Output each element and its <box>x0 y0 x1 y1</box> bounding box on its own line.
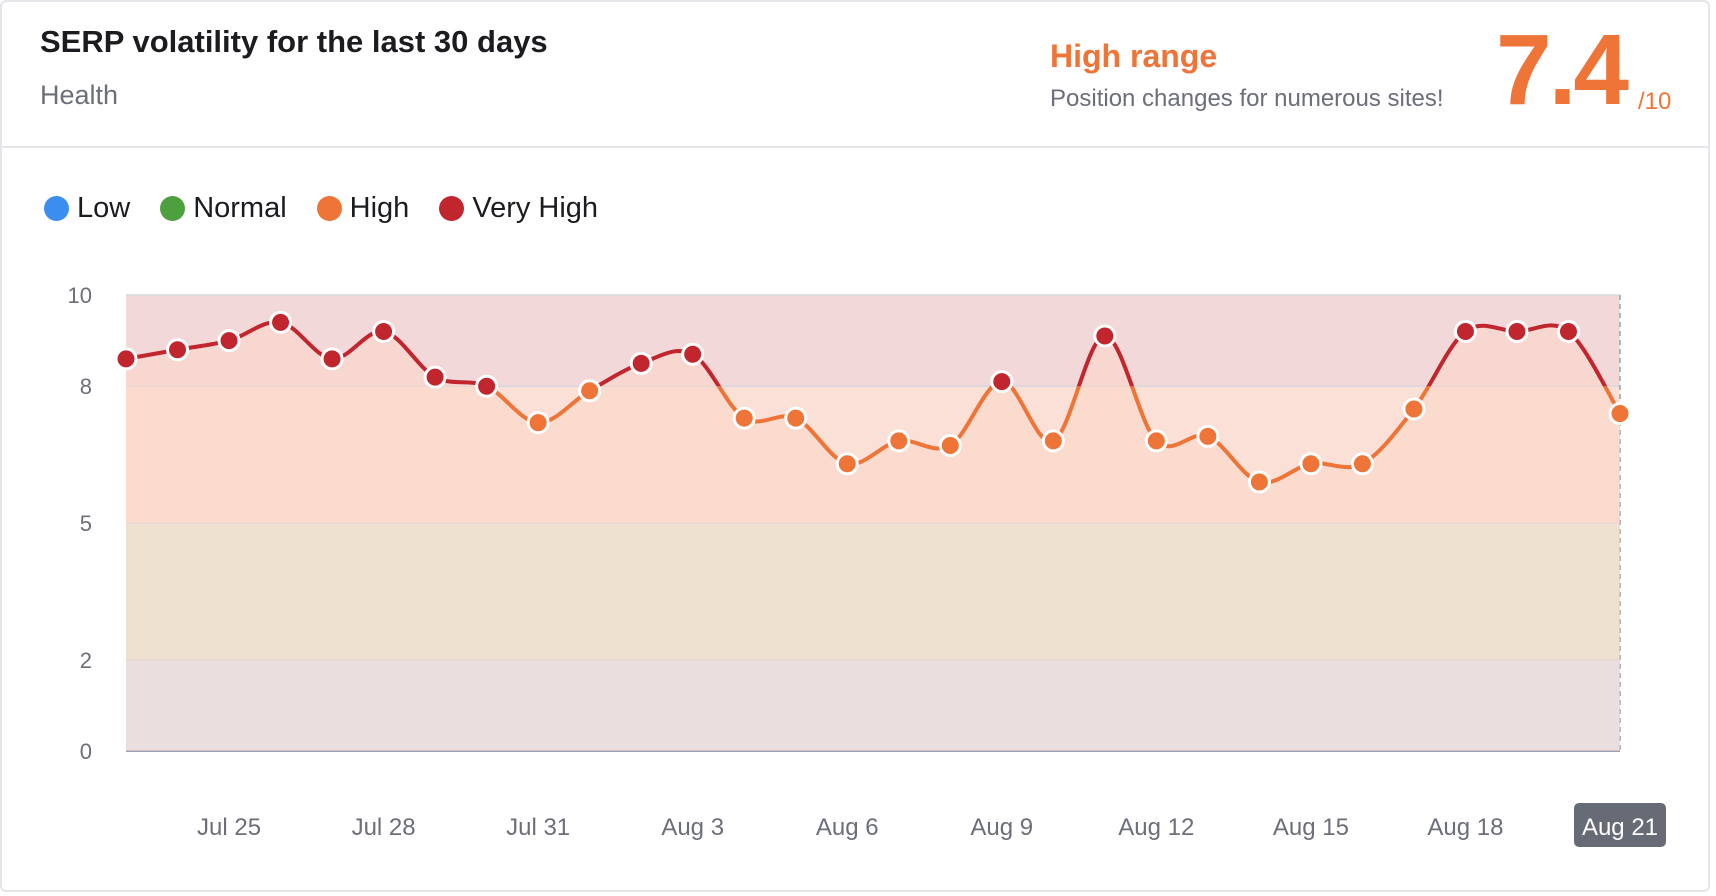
legend-item-low[interactable]: Low <box>44 192 130 225</box>
data-point <box>578 379 602 403</box>
y-tick-label: 10 <box>68 283 92 308</box>
volatility-score: 7.4 <box>1496 14 1629 126</box>
score-max: /10 <box>1638 88 1672 115</box>
x-tick-label: Aug 9 <box>970 814 1033 841</box>
data-point <box>1505 319 1529 343</box>
legend-item-normal[interactable]: Normal <box>160 192 287 225</box>
volatility-chart: 0 2 5 8 10 Jul 25 Jul 28 Jul 31 Aug 3 Aug 6 Aug 9 A… <box>68 283 1666 847</box>
legend-dot-very-high <box>439 196 465 221</box>
x-tick-label: Aug 6 <box>816 814 879 841</box>
legend-dot-normal <box>160 196 186 221</box>
y-tick-label: 2 <box>80 648 92 673</box>
data-point <box>1350 452 1374 476</box>
data-point <box>1196 424 1220 448</box>
x-tick-label: Aug 15 <box>1273 814 1349 841</box>
x-tick-label-active: Aug 21 <box>1582 814 1658 841</box>
y-tick-label: 8 <box>80 374 92 399</box>
data-point <box>1556 319 1580 343</box>
x-tick-label: Aug 12 <box>1118 814 1194 841</box>
category-label: Health <box>40 80 119 110</box>
x-tick-label: Jul 31 <box>506 814 570 841</box>
x-tick-label: Jul 28 <box>352 814 416 841</box>
data-point <box>114 347 138 371</box>
data-point <box>1041 429 1065 453</box>
data-point <box>938 433 962 457</box>
x-tick-label: Aug 18 <box>1427 814 1503 841</box>
data-point <box>1608 402 1632 426</box>
data-point <box>217 329 241 353</box>
area-fill <box>126 321 1620 751</box>
data-point <box>372 319 396 343</box>
range-title: High range <box>1050 38 1218 74</box>
legend-item-high[interactable]: High <box>316 192 410 225</box>
y-tick-label: 0 <box>80 739 92 764</box>
legend-label-very-high: Very High <box>472 192 599 224</box>
data-point <box>320 347 344 371</box>
data-point <box>1093 324 1117 348</box>
legend-label-high: High <box>349 192 410 224</box>
data-point <box>732 406 756 430</box>
legend-label-normal: Normal <box>193 192 287 224</box>
legend-label-low: Low <box>77 192 131 224</box>
data-point <box>269 310 293 334</box>
legend-dot-low <box>44 196 69 221</box>
data-point <box>629 351 653 375</box>
chart-legend: Low Normal High Very High <box>44 192 598 225</box>
data-point <box>784 406 808 430</box>
legend-item-very-high[interactable]: Very High <box>439 192 598 225</box>
data-point <box>423 365 447 389</box>
x-tick-label: Jul 25 <box>197 814 261 841</box>
data-point <box>475 374 499 398</box>
page-title: SERP volatility for the last 30 days <box>40 24 548 59</box>
range-description: Position changes for numerous sites! <box>1050 85 1444 112</box>
card-header: SERP volatility for the last 30 days Hea… <box>2 2 1708 148</box>
active-date-badge <box>1574 803 1666 847</box>
data-point <box>887 429 911 453</box>
data-point <box>1453 319 1477 343</box>
data-point <box>1402 397 1426 421</box>
data-point <box>990 370 1014 394</box>
y-tick-label: 5 <box>80 511 92 536</box>
data-point <box>1299 452 1323 476</box>
data-point <box>166 338 190 362</box>
data-point <box>681 342 705 366</box>
x-tick-label: Aug 3 <box>661 814 724 841</box>
data-point <box>1144 429 1168 453</box>
legend-dot-high <box>316 196 342 221</box>
data-point <box>526 411 550 435</box>
data-point <box>1247 470 1271 494</box>
data-point <box>835 452 859 476</box>
